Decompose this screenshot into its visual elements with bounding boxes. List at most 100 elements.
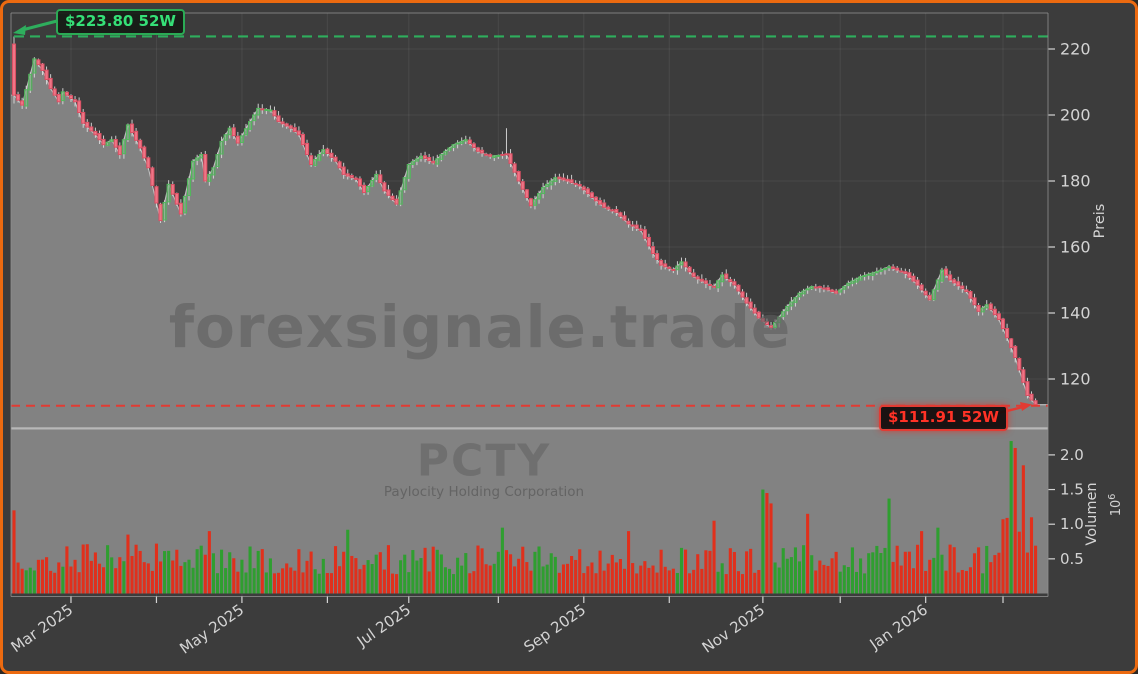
candle-body (215, 154, 220, 168)
candle-body (337, 161, 342, 169)
volume-bar (545, 564, 549, 594)
candle-body (565, 178, 570, 182)
candle-body (821, 287, 826, 290)
candle-body (846, 282, 851, 286)
candle-body (1009, 338, 1014, 349)
candle-body (891, 266, 896, 269)
candle-body (549, 180, 554, 186)
volume-bar (171, 560, 175, 594)
volume-bar (952, 547, 956, 594)
candle-body (687, 266, 692, 273)
volume-bar (765, 493, 769, 594)
volume-bar (635, 573, 639, 594)
candle-body (626, 220, 631, 225)
low-52w-arrowhead (1020, 402, 1032, 411)
candle-body (174, 192, 179, 205)
volume-bar (370, 564, 374, 594)
volume-axis-title: Volumen (1084, 482, 1100, 545)
candle-body (703, 280, 708, 284)
candle-body (16, 94, 21, 101)
candle-body (663, 263, 668, 268)
volume-bar (427, 571, 431, 594)
candle-body (789, 301, 794, 307)
volume-bar (749, 548, 753, 594)
candle-body (178, 202, 183, 215)
volume-tick-label: 2.0 (1060, 446, 1084, 464)
volume-bar (447, 568, 452, 594)
candle-body (459, 140, 464, 144)
candle-body (203, 153, 208, 182)
candle-body (850, 280, 855, 284)
candle-body (370, 179, 375, 187)
candle-body (862, 274, 867, 277)
candle-body (532, 199, 538, 206)
candle-body (471, 143, 476, 148)
volume-bar (439, 554, 443, 594)
volume-bar (460, 565, 464, 594)
candle-body (585, 188, 590, 195)
candle-body (939, 269, 945, 282)
volume-bar (797, 561, 802, 594)
volume-bar (325, 573, 329, 594)
candle-body (40, 63, 45, 71)
candle-body (650, 246, 656, 255)
candle-body (878, 269, 883, 272)
volume-bar (443, 567, 447, 594)
candle-body (825, 287, 831, 291)
volume-bar (582, 573, 586, 594)
price-area-fill (11, 58, 1048, 431)
candle-body (516, 171, 521, 182)
candle-body (186, 178, 192, 197)
volume-bar (256, 550, 260, 594)
candle-body (882, 267, 888, 271)
candle-body (427, 157, 432, 162)
candle-body (68, 95, 74, 99)
volume-bar (806, 513, 810, 594)
candle-body (903, 271, 908, 274)
volume-bar (419, 558, 423, 594)
candle-body (736, 284, 741, 292)
candle-body (402, 177, 407, 191)
volume-bar (822, 564, 826, 594)
candle-body (28, 73, 33, 91)
volume-bar (537, 546, 541, 594)
volume-bar (859, 558, 863, 594)
candle-body (699, 278, 704, 282)
candle-body (760, 318, 765, 322)
volume-bar (350, 555, 354, 594)
candle-body (150, 167, 155, 186)
volume-bar (553, 556, 557, 594)
volume-bar (521, 546, 525, 594)
volume-bar (228, 552, 232, 594)
volume-bar (517, 558, 521, 594)
volume-bar (663, 566, 667, 594)
volume-bar (981, 573, 985, 594)
candle-body (732, 281, 737, 286)
candle-body (899, 270, 904, 273)
volume-bar (700, 568, 704, 594)
candle-body (105, 141, 110, 146)
volume-bar (49, 570, 53, 594)
volume-bar (692, 569, 696, 594)
volume-bar (928, 559, 932, 594)
month-tick-label: Nov 2025 (699, 601, 768, 657)
low-52w-badge: $111.91 52W (879, 405, 1008, 431)
candle-body (394, 198, 399, 205)
volume-bar (728, 548, 732, 594)
price-tick-label: 140 (1060, 304, 1091, 323)
candle-body (956, 281, 961, 287)
candle-body (593, 196, 599, 202)
volume-bar (492, 563, 496, 594)
volume-bar (252, 568, 256, 594)
volume-bar (899, 565, 903, 594)
volume-bar (191, 567, 195, 594)
volume-bar (508, 554, 513, 594)
volume-bar (110, 557, 114, 594)
candle-body (256, 107, 261, 116)
candle-body (655, 253, 660, 260)
volume-bar (146, 563, 150, 594)
candle-body (1005, 327, 1010, 339)
candle-body (313, 159, 318, 166)
candle-body (895, 267, 900, 271)
month-tick-label: Sep 2025 (520, 601, 589, 657)
